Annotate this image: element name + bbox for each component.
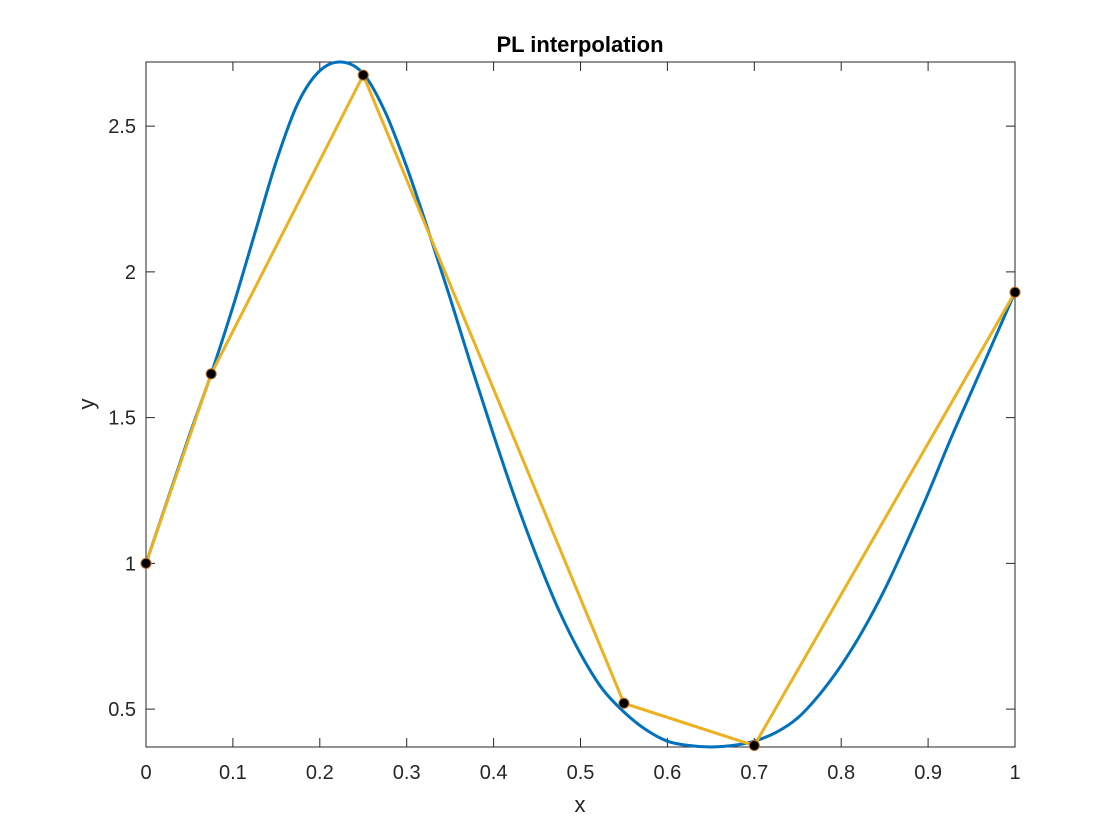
chart-title: PL interpolation — [496, 32, 663, 57]
x-tick-label: 0.4 — [480, 762, 508, 784]
plot-area: 0 0.1 0.2 0.3 0.4 0.5 0.6 0.7 0.8 0.9 1 0.5 1 1.5 2 2.5 — [108, 60, 1021, 784]
interpolation-node-point — [748, 740, 760, 752]
x-tick-label: 0.5 — [567, 762, 595, 784]
interpolation-node-point — [140, 557, 152, 569]
interpolation-node-point — [357, 69, 369, 81]
interpolation-node-point — [618, 697, 630, 709]
y-axis-label: y — [74, 399, 99, 410]
x-tick-label: 0.9 — [914, 762, 942, 784]
x-tick-label: 0.1 — [219, 762, 247, 784]
interpolation-node-point — [1009, 286, 1021, 298]
function-curve-line — [146, 60, 1015, 749]
y-tick-label: 0.5 — [108, 699, 136, 721]
interpolation-node-point — [205, 368, 217, 380]
x-tick-label: 0.8 — [827, 762, 855, 784]
y-tick-label: 2.5 — [108, 116, 136, 138]
pl-interpolant-line — [144, 73, 1017, 748]
x-tick-label: 0.3 — [393, 762, 421, 784]
y-tick-label: 2 — [125, 262, 136, 284]
x-tick-label: 1 — [1009, 762, 1020, 784]
x-tick-label: 0.2 — [306, 762, 334, 784]
x-tick-label: 0.7 — [740, 762, 768, 784]
y-tick-label: 1 — [125, 553, 136, 575]
y-tick-label: 1.5 — [108, 408, 136, 430]
x-tick-label: 0.6 — [653, 762, 681, 784]
x-tick-label: 0 — [140, 762, 151, 784]
x-axis-label: x — [575, 792, 586, 817]
